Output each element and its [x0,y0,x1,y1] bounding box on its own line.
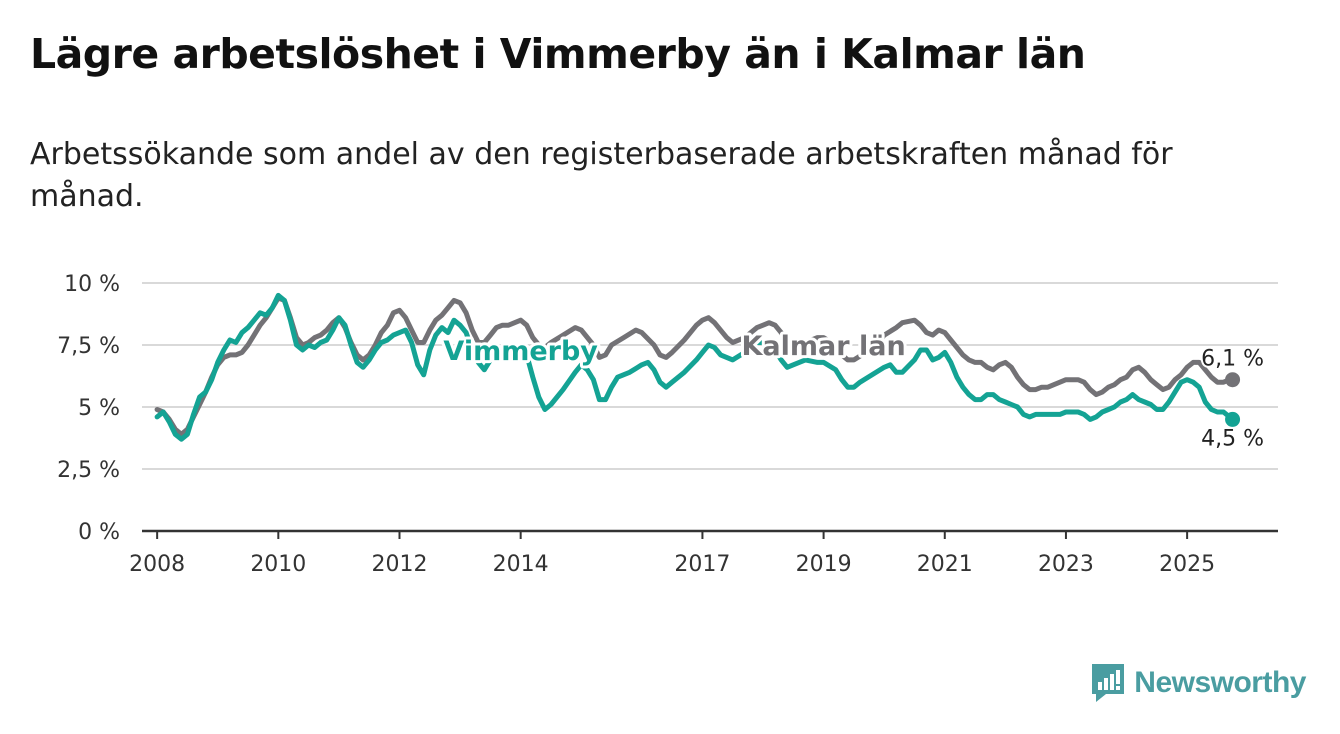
series-end-marker-kalmar-l-n [1225,372,1241,388]
y-tick-label: 7,5 % [57,334,120,359]
series-labels: Vimmerby Kalmar län 6,1 % 4,5 % [440,328,1266,453]
y-tick-label: 2,5 % [57,458,120,483]
end-value-label-kalmar-l-n: 6,1 % [1201,347,1264,372]
x-tick-label: 2023 [1038,552,1094,577]
x-tick-label: 2008 [129,552,185,577]
x-tick-label: 2012 [371,552,427,577]
page-title: Lägre arbetslöshet i Vimmerby än i Kalma… [30,30,1086,78]
series-lines [154,292,1241,442]
x-tick-label: 2017 [674,552,730,577]
page-subtitle: Arbetssökande som andel av den registerb… [30,137,1173,214]
x-tick-label: 2010 [250,552,306,577]
series-end-marker-vimmerby [1225,411,1241,427]
x-tick-label: 2019 [796,552,852,577]
y-axis: 0 % 2,5 % 5 % 7,5 % 10 % [57,272,120,545]
series-label-kalmar-l-n: Kalmar län [742,331,906,362]
series-label-vimmerby: Vimmerby [443,336,598,367]
y-tick-label: 5 % [78,396,120,421]
newsworthy-logo-icon [1092,664,1125,702]
x-tick-label: 2025 [1159,552,1215,577]
end-value-label-vimmerby: 4,5 % [1201,426,1264,451]
series-line-vimmerby [154,292,1236,442]
y-tick-label: 0 % [78,520,120,545]
x-axis: 2008 2010 2012 2014 2017 2019 2021 2023 2025 [129,531,1215,577]
y-tick-label: 10 % [64,272,120,297]
series-line-kalmar-l-n [154,295,1236,437]
x-tick-label: 2021 [917,552,973,577]
brand-name: Newsworthy [1134,666,1306,699]
brand-logo: Newsworthy [1090,662,1306,704]
x-tick-label: 2014 [493,552,549,577]
grid-lines [142,282,1278,533]
